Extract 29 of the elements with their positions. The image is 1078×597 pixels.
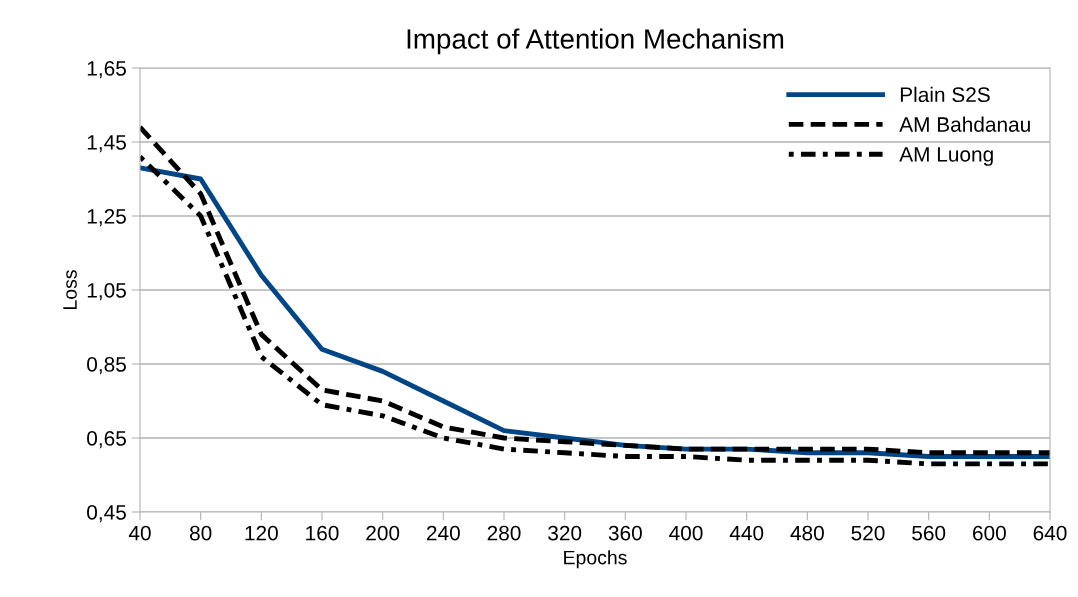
- x-tick-label: 520: [851, 525, 885, 541]
- y-tick-label: 0,85: [87, 357, 126, 375]
- y-tick-label: 1,65: [87, 61, 126, 79]
- x-tick-label: 320: [548, 525, 582, 541]
- y-tick-label: 0,45: [87, 505, 126, 523]
- x-tick-label: 160: [306, 525, 339, 541]
- x-tick-label: 200: [366, 525, 400, 541]
- legend-label: AM Bahdanau: [899, 116, 1030, 132]
- x-tick-label: 80: [189, 525, 212, 541]
- x-tick-label: 640: [1033, 525, 1067, 541]
- y-tick-label: 0,65: [87, 431, 126, 449]
- x-tick-label: 480: [790, 525, 824, 541]
- legend-label: Plain S2S: [900, 86, 990, 103]
- x-tick-label: 40: [128, 525, 151, 541]
- x-tick-label: 280: [487, 525, 521, 541]
- y-tick-label: 1,25: [87, 209, 126, 227]
- x-tick-label: 600: [973, 525, 1006, 541]
- x-tick-label: 560: [912, 525, 946, 541]
- legend-label: AM Luong: [899, 147, 993, 166]
- y-axis-title: Loss: [63, 270, 77, 309]
- x-tick-label: 440: [729, 525, 764, 541]
- chart-title: Impact of Attention Mechanism: [407, 28, 784, 55]
- x-tick-label: 360: [608, 525, 642, 541]
- x-tick-label: 240: [427, 525, 460, 541]
- x-axis-title: Epochs: [564, 550, 627, 569]
- y-tick-label: 1,45: [87, 135, 126, 153]
- y-tick-label: 1,05: [87, 283, 126, 301]
- x-tick-label: 120: [245, 525, 278, 541]
- x-tick-label: 400: [669, 525, 703, 541]
